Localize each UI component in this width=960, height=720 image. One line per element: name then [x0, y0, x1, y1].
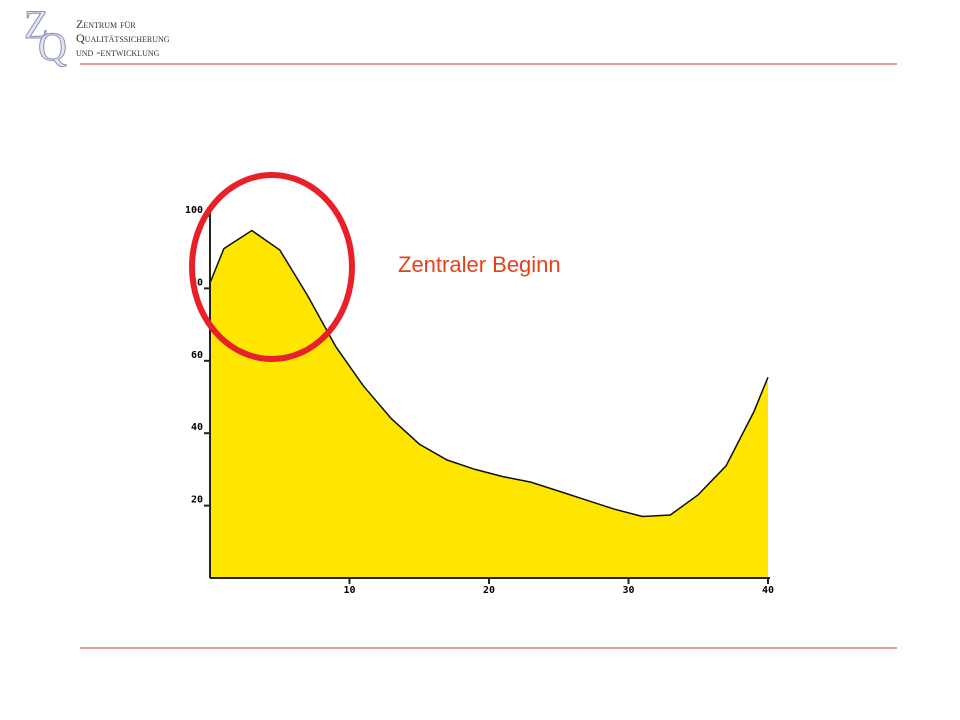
y-tick-label: 40 [191, 422, 203, 433]
y-tick-label: 60 [191, 350, 203, 361]
x-tick-label: 30 [622, 585, 634, 596]
logo-z: Z [24, 2, 48, 47]
x-tick-label: 20 [483, 585, 495, 596]
x-tick-label: 10 [343, 585, 355, 596]
plot: 20 40 60 80 100 10 20 30 40 [185, 205, 774, 596]
y-tick-label: 80 [191, 277, 203, 288]
x-tick-label: 40 [762, 585, 774, 596]
y-tick-label: 100 [185, 205, 203, 216]
annotation: Zentraler Beginn [398, 252, 561, 277]
area-fill [210, 230, 768, 578]
header-line: Zentrum für [76, 17, 136, 31]
y-tick-label: 20 [191, 495, 203, 506]
highlight-circle [189, 172, 355, 362]
header-line: und -entwicklung [76, 45, 160, 59]
header-line: Qualitätssicherung [76, 31, 170, 45]
logo-q: Q [38, 24, 67, 69]
area-outline [209, 229, 769, 518]
